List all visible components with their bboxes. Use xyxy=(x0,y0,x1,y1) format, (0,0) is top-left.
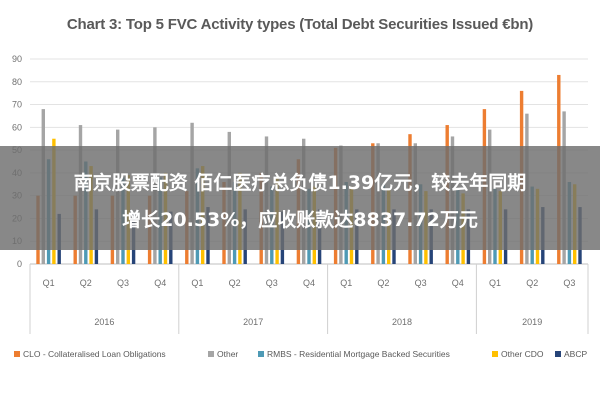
legend-swatch xyxy=(208,351,214,357)
legend-swatch xyxy=(14,351,20,357)
legend-label: Other xyxy=(217,349,238,359)
legend-swatch xyxy=(258,351,264,357)
year-label: 2016 xyxy=(94,317,114,327)
x-tick-label: Q4 xyxy=(303,278,315,288)
x-tick-label: Q3 xyxy=(266,278,278,288)
legend-label: Other CDO xyxy=(501,349,544,359)
legend-label: CLO - Collateralised Loan Obligations xyxy=(23,349,166,359)
x-tick-label: Q1 xyxy=(340,278,352,288)
legend-swatch xyxy=(492,351,498,357)
x-tick-label: Q3 xyxy=(117,278,129,288)
overlay-banner: 南京股票配资 佰仁医疗总负债1.39亿元，较去年同期 增长20.53%，应收账款… xyxy=(0,146,600,250)
legend-label: ABCP xyxy=(564,349,587,359)
legend: CLO - Collateralised Loan Obligations Oth… xyxy=(14,349,587,359)
overlay-headline: 南京股票配资 佰仁医疗总负债1.39亿元，较去年同期 xyxy=(73,172,527,194)
y-tick-label: 60 xyxy=(12,122,22,132)
x-tick-label: Q1 xyxy=(489,278,501,288)
legend-swatch xyxy=(555,351,561,357)
overlay-subheadline: 增长20.53%，应收账款达8837.72万元 xyxy=(122,209,478,231)
year-label: 2018 xyxy=(392,317,412,327)
y-tick-label: 0 xyxy=(17,259,22,269)
x-tick-label: Q3 xyxy=(563,278,575,288)
year-label: 2017 xyxy=(243,317,263,327)
x-tick-label: Q2 xyxy=(229,278,241,288)
y-tick-label: 80 xyxy=(12,77,22,87)
legend-label: RMBS - Residential Mortgage Backed Secur… xyxy=(267,349,450,359)
x-tick-label: Q1 xyxy=(43,278,55,288)
chart-title: Chart 3: Top 5 FVC Activity types (Total… xyxy=(66,16,534,33)
x-tick-label: Q4 xyxy=(154,278,166,288)
x-tick-label: Q2 xyxy=(80,278,92,288)
y-tick-label: 90 xyxy=(12,54,22,64)
x-tick-label: Q2 xyxy=(377,278,389,288)
x-tick-label: Q3 xyxy=(415,278,427,288)
year-label: 2019 xyxy=(522,317,542,327)
x-tick-label: Q4 xyxy=(452,278,464,288)
x-tick-label: Q1 xyxy=(191,278,203,288)
x-tick-label: Q2 xyxy=(526,278,538,288)
y-tick-label: 70 xyxy=(12,100,22,110)
